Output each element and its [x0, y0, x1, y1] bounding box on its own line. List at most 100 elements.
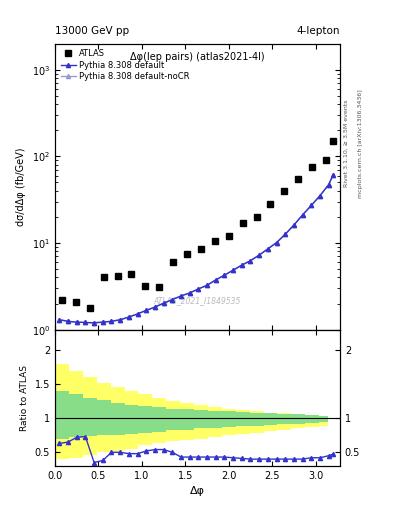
Pythia 8.308 default-noCR: [66, 318, 70, 324]
Pythia 8.308 default: [57, 317, 62, 323]
ATLAS: [73, 298, 78, 305]
Pythia 8.308 default: [248, 258, 253, 264]
ATLAS: [157, 284, 162, 290]
ATLAS: [310, 164, 314, 170]
Pythia 8.308 default-noCR: [205, 282, 209, 288]
Pythia 8.308 default: [179, 293, 184, 299]
Pythia 8.308 default-noCR: [213, 277, 218, 283]
Pythia 8.308 default: [109, 318, 114, 324]
Pythia 8.308 default: [283, 231, 288, 238]
ATLAS: [143, 283, 148, 289]
Pythia 8.308 default-noCR: [92, 319, 96, 326]
Legend: ATLAS, Pythia 8.308 default, Pythia 8.308 default-noCR: ATLAS, Pythia 8.308 default, Pythia 8.30…: [59, 48, 191, 83]
ATLAS: [240, 220, 245, 226]
Pythia 8.308 default: [331, 172, 335, 178]
Pythia 8.308 default-noCR: [231, 267, 235, 273]
Text: Rivet 3.1.10, ≥ 3.5M events: Rivet 3.1.10, ≥ 3.5M events: [344, 100, 349, 187]
Pythia 8.308 default-noCR: [292, 222, 296, 228]
Pythia 8.308 default-noCR: [266, 246, 270, 252]
Pythia 8.308 default: [266, 246, 270, 252]
Pythia 8.308 default-noCR: [274, 240, 279, 246]
Pythia 8.308 default: [222, 272, 227, 278]
Pythia 8.308 default: [127, 314, 131, 320]
Pythia 8.308 default: [83, 319, 88, 326]
Pythia 8.308 default: [196, 286, 201, 292]
Pythia 8.308 default-noCR: [118, 317, 123, 323]
Pythia 8.308 default-noCR: [135, 311, 140, 317]
Pythia 8.308 default: [231, 267, 235, 273]
Pythia 8.308 default: [292, 222, 296, 228]
Pythia 8.308 default: [92, 319, 96, 326]
Pythia 8.308 default-noCR: [170, 296, 174, 303]
ATLAS: [198, 246, 203, 252]
Pythia 8.308 default-noCR: [318, 193, 322, 199]
Pythia 8.308 default-noCR: [74, 319, 79, 325]
Pythia 8.308 default-noCR: [57, 317, 62, 323]
Text: 13000 GeV pp: 13000 GeV pp: [55, 26, 129, 36]
ATLAS: [226, 233, 231, 239]
Pythia 8.308 default: [274, 240, 279, 246]
ATLAS: [115, 272, 120, 279]
ATLAS: [60, 297, 64, 303]
Pythia 8.308 default-noCR: [326, 182, 331, 188]
ATLAS: [129, 271, 134, 277]
Pythia 8.308 default: [144, 307, 149, 313]
Pythia 8.308 default-noCR: [331, 172, 335, 178]
Pythia 8.308 default-noCR: [187, 290, 192, 296]
Pythia 8.308 default: [66, 318, 70, 324]
Pythia 8.308 default-noCR: [161, 300, 166, 306]
Pythia 8.308 default-noCR: [283, 231, 288, 238]
Pythia 8.308 default-noCR: [109, 318, 114, 324]
Pythia 8.308 default: [170, 296, 174, 303]
Line: Pythia 8.308 default: Pythia 8.308 default: [57, 173, 335, 325]
ATLAS: [101, 274, 106, 281]
Pythia 8.308 default-noCR: [152, 304, 157, 310]
Pythia 8.308 default-noCR: [179, 293, 184, 299]
Pythia 8.308 default-noCR: [144, 307, 149, 313]
Pythia 8.308 default-noCR: [222, 272, 227, 278]
Pythia 8.308 default-noCR: [83, 319, 88, 326]
ATLAS: [171, 259, 176, 265]
Pythia 8.308 default: [118, 317, 123, 323]
Pythia 8.308 default: [187, 290, 192, 296]
Line: ATLAS: ATLAS: [59, 138, 336, 310]
Pythia 8.308 default: [152, 304, 157, 310]
Text: ATLAS_2021_I1849535: ATLAS_2021_I1849535: [154, 296, 241, 306]
Y-axis label: dσ/dΔφ (fb/GeV): dσ/dΔφ (fb/GeV): [16, 147, 26, 226]
ATLAS: [296, 176, 301, 182]
Pythia 8.308 default: [239, 262, 244, 268]
Pythia 8.308 default: [318, 193, 322, 199]
Pythia 8.308 default-noCR: [300, 212, 305, 218]
Pythia 8.308 default-noCR: [101, 319, 105, 325]
Pythia 8.308 default: [309, 202, 314, 208]
Pythia 8.308 default-noCR: [257, 252, 261, 258]
ATLAS: [268, 201, 273, 207]
Pythia 8.308 default: [205, 282, 209, 288]
Pythia 8.308 default: [213, 277, 218, 283]
Pythia 8.308 default-noCR: [239, 262, 244, 268]
X-axis label: Δφ: Δφ: [190, 486, 205, 496]
Pythia 8.308 default-noCR: [309, 202, 314, 208]
ATLAS: [254, 214, 259, 220]
ATLAS: [87, 305, 92, 311]
Text: 4-lepton: 4-lepton: [296, 26, 340, 36]
ATLAS: [213, 238, 217, 244]
Pythia 8.308 default: [74, 319, 79, 325]
Pythia 8.308 default: [326, 182, 331, 188]
Pythia 8.308 default-noCR: [196, 286, 201, 292]
Line: Pythia 8.308 default-noCR: Pythia 8.308 default-noCR: [57, 173, 335, 325]
ATLAS: [185, 251, 189, 257]
ATLAS: [331, 138, 335, 144]
Pythia 8.308 default: [135, 311, 140, 317]
Pythia 8.308 default: [161, 300, 166, 306]
Y-axis label: Ratio to ATLAS: Ratio to ATLAS: [20, 365, 29, 431]
Pythia 8.308 default: [101, 319, 105, 325]
Text: Δφ(lep pairs) (atlas2021-4l): Δφ(lep pairs) (atlas2021-4l): [130, 52, 265, 62]
Text: mcplots.cern.ch [arXiv:1306.3436]: mcplots.cern.ch [arXiv:1306.3436]: [358, 89, 363, 198]
Pythia 8.308 default-noCR: [248, 258, 253, 264]
ATLAS: [282, 188, 287, 194]
ATLAS: [324, 157, 329, 163]
Pythia 8.308 default: [257, 252, 261, 258]
Pythia 8.308 default: [300, 212, 305, 218]
Pythia 8.308 default-noCR: [127, 314, 131, 320]
